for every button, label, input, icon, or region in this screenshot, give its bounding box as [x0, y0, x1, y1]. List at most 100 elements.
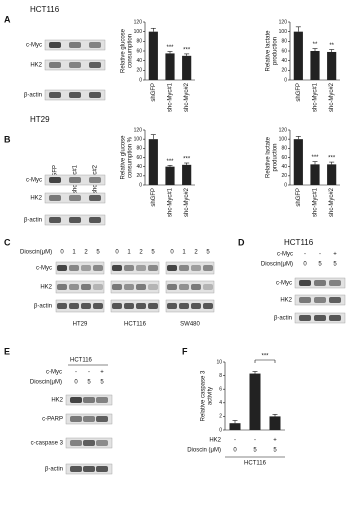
blot-band [191, 284, 201, 290]
blot-band [69, 284, 79, 290]
y-axis-label: activity [208, 387, 214, 405]
x-tick-label: shc-Myc#2 [184, 187, 190, 217]
blot-band [203, 284, 213, 290]
condition-label: Dioscin(μM) [261, 262, 293, 268]
condition-value: - [319, 252, 321, 258]
blot-row-label: c-Myc [26, 178, 42, 184]
blot-strip [55, 299, 105, 313]
cell-line: HCT116 [70, 358, 93, 364]
x-row-value: 0 [233, 448, 237, 454]
blot-band [314, 315, 326, 321]
bar [148, 31, 158, 81]
blot-row-label: HK2 [51, 398, 63, 404]
y-tick-label: 10 [216, 359, 222, 365]
dose-label: 0 [60, 250, 64, 256]
blot-band [124, 284, 134, 290]
blot-band [314, 280, 326, 286]
y-tick-label: 0 [139, 182, 142, 188]
y-tick-label: 20 [136, 68, 142, 74]
dose-label: 1 [182, 250, 186, 256]
blot-band [89, 177, 101, 183]
dose-label: 0 [115, 250, 119, 256]
blot-band [83, 466, 95, 472]
blot-band [69, 265, 79, 271]
significance: ** [313, 42, 318, 48]
bar [327, 164, 337, 185]
blot-strip [165, 261, 215, 275]
blot-band [167, 265, 177, 271]
blot-band [57, 303, 67, 309]
blot-row-label: HK2 [30, 196, 42, 202]
y-tick-label: 60 [281, 155, 287, 161]
bar [165, 53, 175, 80]
blot-band [89, 42, 101, 48]
x-tick-label: shc-Myc#1 [313, 82, 319, 112]
bar [165, 166, 175, 185]
blot-band [69, 177, 81, 183]
blot-band [93, 265, 103, 271]
dose-label: 1 [127, 250, 131, 256]
panel-label: C [4, 237, 11, 247]
blot-band [57, 284, 67, 290]
y-tick-label: 100 [279, 29, 288, 35]
blot-band [167, 284, 177, 290]
blot-band [69, 42, 81, 48]
bar [310, 51, 320, 80]
y-tick-label: 0 [139, 77, 142, 83]
bar [148, 139, 158, 185]
condition-value: - [88, 370, 90, 376]
y-tick-label: 120 [279, 19, 288, 25]
blot-row-label: c-Myc [276, 281, 292, 287]
significance: *** [311, 155, 319, 161]
blot-band [124, 303, 134, 309]
y-tick-label: 80 [136, 39, 142, 45]
blot-band [329, 315, 341, 321]
y-tick-label: 8 [219, 373, 222, 379]
blot-row-label: β-actin [34, 304, 52, 310]
blot-band [81, 265, 91, 271]
condition-label: c-Myc [46, 370, 62, 376]
y-axis-label: Relative glucose [121, 135, 127, 180]
x-group-label: HCT116 [244, 461, 267, 467]
dose-label: 5 [206, 250, 210, 256]
blot-row-label: HK2 [280, 298, 292, 304]
blot-band [124, 265, 134, 271]
y-tick-label: 20 [281, 68, 287, 74]
y-axis-label: production [273, 143, 279, 171]
bar [293, 31, 303, 81]
blot-band [148, 303, 158, 309]
significance: *** [328, 156, 336, 162]
blot-row-label: c-Myc [26, 43, 42, 49]
panel-label: A [4, 14, 11, 24]
x-tick-label: shGFP [151, 83, 157, 102]
panel-label: D [238, 237, 245, 247]
blot-row-label: c-Myc [36, 266, 52, 272]
x-row-value: - [234, 438, 236, 444]
blot-strip [165, 280, 215, 294]
blot-band [96, 466, 108, 472]
condition-label: c-Myc [277, 252, 293, 258]
y-tick-label: 0 [284, 182, 287, 188]
blot-band [93, 284, 103, 290]
panel-label: E [4, 346, 10, 356]
dose-label: 2 [194, 250, 198, 256]
blot-band [69, 62, 81, 68]
blot-strip [110, 280, 160, 294]
cell-line-label: HT29 [73, 322, 88, 328]
dose-label: 1 [72, 250, 76, 256]
blot-band [49, 195, 61, 201]
y-tick-label: 0 [284, 77, 287, 83]
blot-band [70, 466, 82, 472]
cell-line: HCT116 [30, 5, 60, 14]
blot-band [81, 303, 91, 309]
blot-band [57, 265, 67, 271]
x-row-label: Dioscin (μM) [187, 448, 221, 454]
x-row-value: 5 [273, 448, 277, 454]
blot-band [49, 217, 61, 223]
blot-band [167, 303, 177, 309]
y-tick-label: 80 [281, 146, 287, 152]
dose-label: 5 [151, 250, 155, 256]
condition-value: - [304, 252, 306, 258]
bar [293, 139, 303, 185]
blot-band [203, 265, 213, 271]
